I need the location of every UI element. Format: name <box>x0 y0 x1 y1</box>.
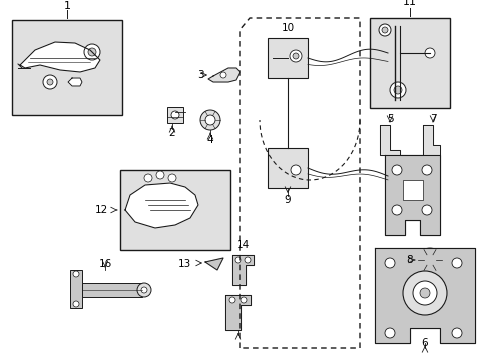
Bar <box>267 38 307 78</box>
Polygon shape <box>224 295 250 330</box>
Circle shape <box>384 258 394 268</box>
Text: 7: 7 <box>429 114 435 124</box>
Circle shape <box>143 174 152 182</box>
Circle shape <box>412 281 436 305</box>
Circle shape <box>73 301 79 307</box>
Polygon shape <box>374 248 474 343</box>
Circle shape <box>421 165 431 175</box>
Circle shape <box>43 75 57 89</box>
Circle shape <box>171 111 179 119</box>
Circle shape <box>156 171 163 179</box>
Circle shape <box>204 115 215 125</box>
Circle shape <box>385 51 393 59</box>
Circle shape <box>168 174 176 182</box>
Bar <box>12 20 122 115</box>
Circle shape <box>424 48 434 58</box>
Text: 1: 1 <box>63 1 70 11</box>
Circle shape <box>451 328 461 338</box>
Polygon shape <box>20 42 100 72</box>
Circle shape <box>391 165 401 175</box>
Polygon shape <box>422 125 439 155</box>
Text: 16: 16 <box>98 259 111 269</box>
Text: 4: 4 <box>206 135 213 145</box>
Bar <box>82 283 142 297</box>
Circle shape <box>417 248 441 272</box>
Circle shape <box>378 24 390 36</box>
Bar <box>120 170 229 250</box>
Text: 3: 3 <box>196 70 203 80</box>
Circle shape <box>244 257 250 263</box>
Text: 5: 5 <box>386 114 392 124</box>
Polygon shape <box>204 258 223 270</box>
Circle shape <box>73 271 79 277</box>
Circle shape <box>292 53 298 59</box>
Circle shape <box>451 258 461 268</box>
Text: 6: 6 <box>421 338 427 348</box>
Polygon shape <box>384 155 439 235</box>
Circle shape <box>47 79 53 85</box>
Circle shape <box>137 283 151 297</box>
Circle shape <box>290 165 301 175</box>
Circle shape <box>289 50 302 62</box>
Circle shape <box>220 72 225 78</box>
Text: 9: 9 <box>284 195 291 205</box>
Bar <box>402 180 422 200</box>
Text: 11: 11 <box>402 0 416 7</box>
Circle shape <box>389 82 405 98</box>
Circle shape <box>228 297 235 303</box>
Circle shape <box>84 44 100 60</box>
Circle shape <box>200 110 220 130</box>
Bar <box>267 148 307 188</box>
Text: 8: 8 <box>406 255 412 265</box>
Polygon shape <box>125 183 198 228</box>
Circle shape <box>241 297 246 303</box>
Circle shape <box>391 205 401 215</box>
Circle shape <box>384 328 394 338</box>
Polygon shape <box>231 255 253 285</box>
Circle shape <box>141 287 147 293</box>
Text: 2: 2 <box>168 128 175 138</box>
Circle shape <box>393 86 401 94</box>
Polygon shape <box>379 125 399 155</box>
Text: 13: 13 <box>177 259 191 269</box>
Circle shape <box>88 48 96 56</box>
Circle shape <box>402 271 446 315</box>
Circle shape <box>419 288 429 298</box>
Circle shape <box>421 205 431 215</box>
Bar <box>369 18 449 108</box>
Text: 10: 10 <box>281 23 294 33</box>
Circle shape <box>385 170 393 178</box>
Bar <box>167 107 183 123</box>
Circle shape <box>381 27 387 33</box>
Text: 12: 12 <box>95 205 108 215</box>
Circle shape <box>235 257 241 263</box>
Bar <box>70 270 82 308</box>
Text: 14: 14 <box>236 240 249 250</box>
Circle shape <box>423 254 435 266</box>
Polygon shape <box>68 78 82 86</box>
Polygon shape <box>207 68 240 82</box>
